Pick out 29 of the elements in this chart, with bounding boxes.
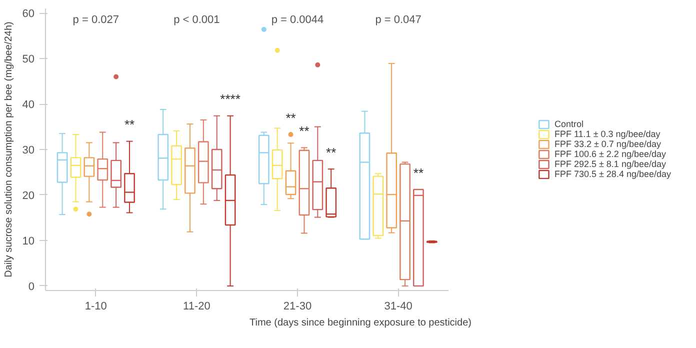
annotation: p = 0.0044 bbox=[271, 14, 324, 26]
legend-label: FPF 11.1 ± 0.3 ng/bee/day bbox=[554, 129, 660, 139]
annotation: p = 0.027 bbox=[72, 14, 119, 26]
y-tick-label: 50 bbox=[22, 54, 35, 66]
annotation: p = 0.047 bbox=[375, 14, 422, 26]
x-axis-title: Time (days since beginning exposure to pesticide) bbox=[250, 318, 472, 328]
y-axis-title: Daily sucrose solution consumption per bee (mg/bee/24h) bbox=[3, 22, 14, 278]
y-tick-label: 10 bbox=[22, 235, 35, 248]
x-tick-label: 1-10 bbox=[84, 300, 107, 312]
legend-label: FPF 730.5 ± 28.4 ng/bee/day bbox=[554, 169, 671, 179]
text: ** bbox=[326, 144, 336, 160]
x-tick-label: 31-40 bbox=[384, 300, 412, 312]
legend-label: FPF 292.5 ± 8.1 ng/bee/day bbox=[554, 159, 666, 169]
text: ** bbox=[124, 117, 135, 132]
annotation: p < 0.001 bbox=[174, 14, 220, 26]
text: **** bbox=[220, 92, 240, 107]
legend-label: FPF 100.6 ± 2.2 ng/bee/day bbox=[554, 149, 666, 159]
y-tick-label: 30 bbox=[22, 144, 35, 156]
legend-label: FPF 33.2 ± 0.7 ng/bee/day bbox=[554, 139, 661, 149]
text: ** bbox=[299, 124, 310, 139]
y-tick-label: 60 bbox=[22, 8, 35, 20]
text: ** bbox=[286, 110, 296, 126]
x-tick-label: 21-30 bbox=[283, 300, 312, 312]
legend-label: Control bbox=[554, 119, 584, 129]
text: ** bbox=[413, 165, 424, 180]
y-tick-label: 0 bbox=[28, 280, 35, 293]
y-tick-label: 40 bbox=[22, 99, 35, 112]
x-tick-label: 11-20 bbox=[183, 300, 210, 312]
y-tick-label: 20 bbox=[22, 190, 35, 202]
